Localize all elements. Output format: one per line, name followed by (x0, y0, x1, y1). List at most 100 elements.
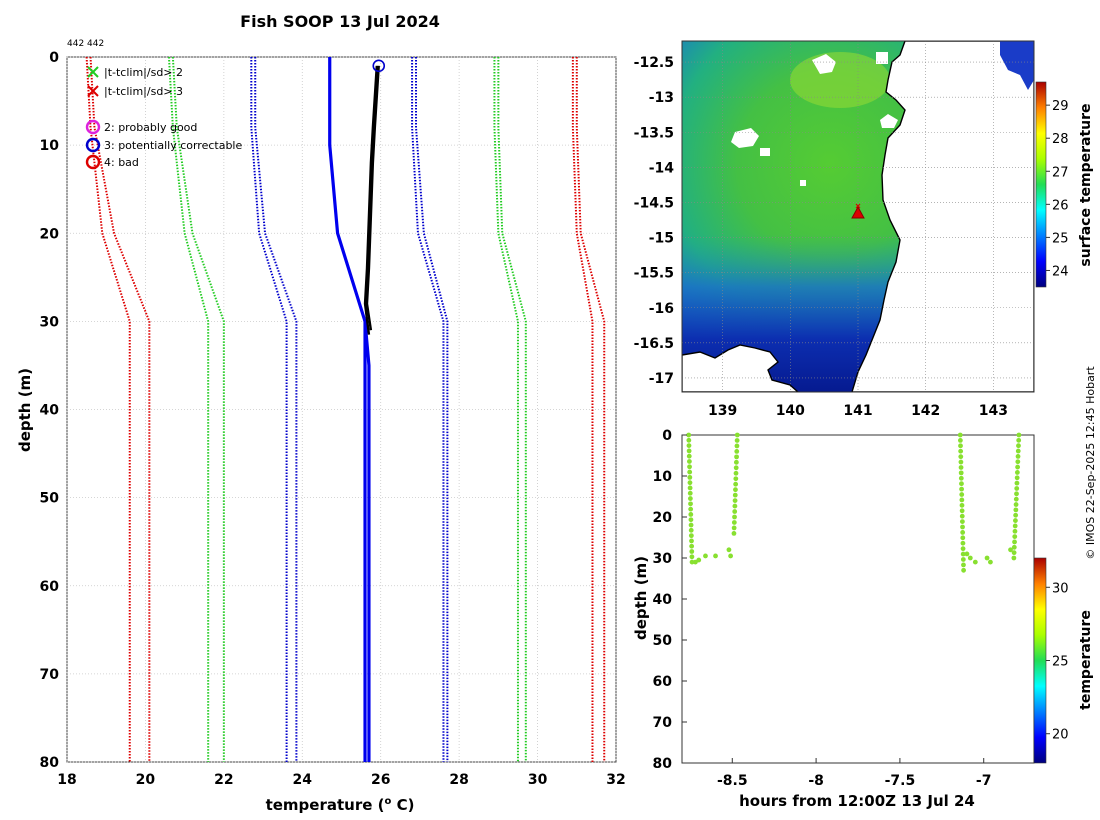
colorbar-tick-label: 24 (1052, 264, 1069, 279)
x-tick-label: -8.5 (717, 773, 748, 789)
lon-tick-label: 139 (708, 403, 737, 419)
data-point (688, 506, 694, 512)
depth-time-y-label: depth (m) (632, 556, 650, 640)
sst-warm-patch (790, 52, 890, 108)
sst-colorbar-label: surface temperature (1078, 103, 1094, 266)
data-point (972, 559, 978, 565)
cast-location-marker (851, 205, 865, 219)
data-point (731, 525, 737, 531)
data-point (960, 530, 966, 535)
data-point (959, 481, 964, 487)
data-point (957, 438, 963, 443)
data-point (960, 546, 966, 552)
y-tick-label: 70 (40, 667, 60, 683)
data-point (1011, 550, 1017, 556)
data-point (733, 470, 739, 476)
legend-label: 4: bad (104, 156, 139, 169)
series-line (171, 57, 225, 762)
data-point (696, 557, 702, 563)
x-tick-label: 24 (293, 772, 313, 788)
data-point (734, 454, 739, 460)
y-tick-label: 60 (653, 674, 673, 690)
data-point (734, 443, 740, 449)
lat-tick-label: -14.5 (634, 195, 674, 211)
data-point (686, 448, 692, 454)
data-point (959, 502, 965, 508)
lat-tick-label: -14 (649, 160, 675, 176)
data-point (960, 524, 965, 530)
figure-title: Fish SOOP 13 Jul 2024 (240, 12, 440, 31)
data-point (1012, 539, 1017, 545)
depth-time-x-label: hours from 12:00Z 13 Jul 24 (739, 792, 975, 810)
data-point (1014, 475, 1020, 481)
data-point (1008, 547, 1013, 553)
data-point (688, 501, 693, 507)
x-tick-label: 20 (136, 772, 156, 788)
data-point (1014, 480, 1020, 486)
data-point (687, 474, 693, 480)
data-point (1015, 459, 1021, 465)
colorbar-tick-label: 30 (1052, 581, 1069, 596)
lat-tick-label: -17 (649, 371, 674, 387)
data-point (1015, 464, 1021, 470)
cast-ids: 442 442 (67, 39, 104, 49)
y-tick-label: 20 (40, 226, 60, 242)
y-tick-label: 50 (653, 633, 673, 649)
data-point (686, 453, 692, 459)
data-point (960, 557, 966, 562)
profile-axes-box (66, 56, 617, 763)
data-point (689, 538, 694, 544)
data-point (689, 543, 695, 549)
sst-map: 139 140 141 142 143 -12.5 -13 -13.5 -14 -14.5 -15 -… (634, 40, 1094, 419)
legend-x-marker (87, 85, 99, 97)
y-axis-label: depth (m) (16, 368, 34, 452)
data-point (686, 443, 692, 448)
data-point (731, 520, 737, 525)
x-tick-label: 30 (528, 772, 548, 788)
series-line (89, 57, 151, 762)
data-point (686, 432, 692, 438)
series-line (365, 65, 380, 331)
series-line (328, 57, 371, 762)
x-axis-label: temperature (o C) (266, 796, 415, 814)
y-tick-label: 40 (40, 403, 60, 419)
data-point (1013, 507, 1019, 513)
data-point (686, 437, 692, 443)
legend-circle-marker (85, 137, 101, 153)
colorbar-tick-label: 26 (1052, 198, 1069, 213)
y-tick-label: 50 (40, 491, 60, 507)
lat-tick-label: -16 (649, 301, 674, 317)
lat-tick-label: -12.5 (634, 55, 674, 71)
series-line (575, 57, 606, 762)
data-point (1014, 470, 1020, 475)
data-point (1012, 534, 1018, 540)
data-point (957, 432, 963, 438)
legend-label: 2: probably good (104, 121, 197, 134)
x-tick-label: 32 (606, 772, 625, 788)
data-point (1013, 512, 1019, 518)
data-point (1013, 496, 1019, 502)
data-point (687, 496, 693, 501)
data-point (960, 535, 966, 541)
series-line (363, 65, 378, 335)
data-point (959, 486, 964, 492)
legend-label: |t-tclim|/sd> 3 (104, 85, 183, 98)
y-tick-label: 20 (653, 510, 673, 526)
profile-chart: 18 20 22 24 26 28 30 32 0 10 20 30 40 50 60 70 80 |t-tcl… (16, 50, 626, 814)
data-point (731, 531, 737, 536)
data-point (1013, 502, 1019, 507)
data-point (732, 498, 738, 503)
data-point (961, 562, 966, 568)
y-tick-label: 10 (40, 138, 60, 154)
data-point (703, 553, 708, 559)
lat-tick-label: -16.5 (634, 336, 674, 352)
series-line (497, 57, 527, 762)
data-point (734, 449, 740, 454)
legend-label: 3: potentially correctable (104, 139, 242, 152)
data-point (959, 492, 965, 497)
data-point (728, 553, 734, 559)
legend-label: |t-tclim|/sd> 2 (104, 66, 183, 79)
data-point (958, 443, 963, 449)
data-point (960, 551, 966, 557)
